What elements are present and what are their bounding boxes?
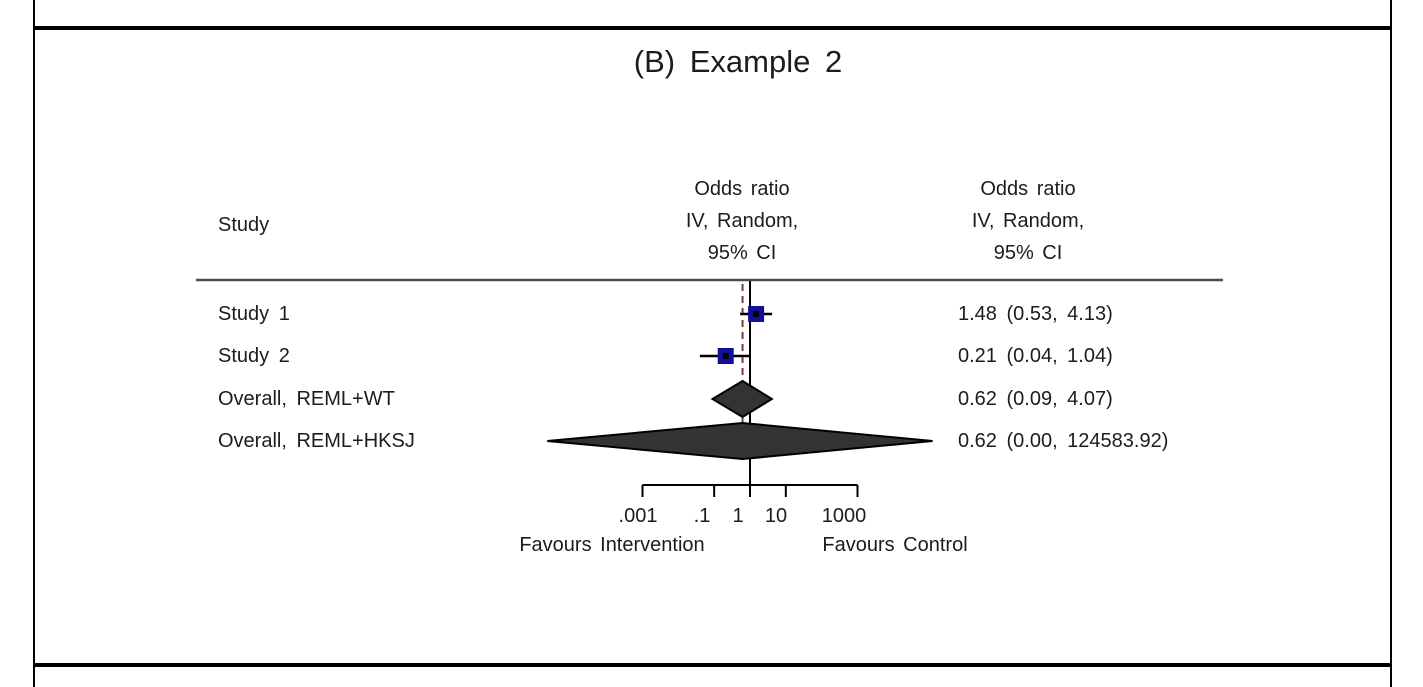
panel-bottom-rule [33,663,1392,667]
row-ci-text-overall-reml-wt: 0.62 (0.09, 4.07) [958,388,1113,410]
row-label-overall-reml-hksj: Overall, REML+HKSJ [218,430,415,452]
x-tick-label-1: 1 [732,505,744,527]
favours-control-label: Favours Control [822,534,968,556]
panel-left-border [33,0,35,687]
study-point-marker [717,348,734,364]
row-label-study-2: Study 2 [218,345,290,367]
study-point-marker-center [722,353,729,359]
row-ci-text-study-1: 1.48 (0.53, 4.13) [958,303,1113,325]
x-tick-label-1000: 1000 [821,505,867,527]
overall-diamond [710,379,774,419]
column-header-effect-values: Odds ratio IV, Random, 95% CI [971,178,1085,264]
favours-intervention-label: Favours Intervention [519,534,705,556]
column-header-study: Study [218,214,270,236]
panel-right-border [1390,0,1392,687]
x-tick-label-001: .001 [618,505,658,527]
row-label-overall-reml-wt: Overall, REML+WT [218,388,395,410]
panel-top-rule [33,26,1392,30]
row-ci-text-study-2: 0.21 (0.04, 1.04) [958,345,1113,367]
column-header-effect-plot: Odds ratio IV, Random, 95% CI [685,178,799,264]
figure-title: (B) Example 2 [633,44,843,79]
x-tick-label-01: .1 [693,505,711,527]
row-ci-text-overall-reml-hksj: 0.62 (0.00, 124583.92) [958,430,1169,452]
study-point-marker-center [753,311,760,317]
x-tick-label-10: 10 [764,505,788,527]
study-point-marker [748,306,765,322]
overall-diamond [547,421,933,461]
row-label-study-1: Study 1 [218,303,290,325]
